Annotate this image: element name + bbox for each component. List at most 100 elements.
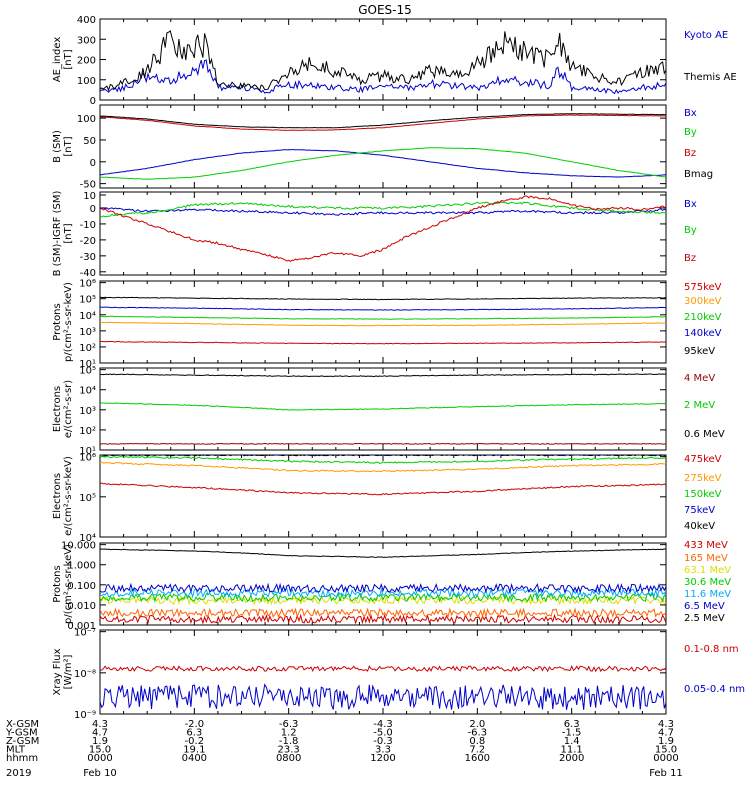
series-line	[100, 373, 666, 378]
y-tick-label: -50	[80, 180, 96, 191]
legend-label: 0.05-0.4 nm	[684, 684, 745, 695]
panel-5: 10¹ 10² 10³ 10⁴ 10⁵ Electronse/(cm²-s-sr) 4 Me…	[52, 366, 725, 457]
series-line	[100, 207, 666, 216]
y-tick-label: 10⁵	[79, 493, 96, 504]
ephemeris-value: 0400	[182, 753, 207, 764]
ephemeris-value: 11.1	[561, 745, 583, 756]
ephemeris-value: -0.3	[373, 736, 393, 747]
legend-label: 4 MeV	[684, 373, 715, 384]
series-line	[100, 201, 666, 218]
ephemeris-row-label: MLT	[6, 745, 26, 756]
ephemeris-value: -6.3	[279, 719, 299, 730]
legend-label: 0.6 MeV	[684, 429, 725, 440]
series-line	[100, 664, 666, 673]
ephemeris-value: 1600	[465, 753, 490, 764]
ephemeris-value: -0.2	[185, 736, 205, 747]
legend-label: Kyoto AE	[684, 30, 728, 41]
y-tick-label: 10¹	[79, 359, 96, 370]
legend-label: 11.6 MeV	[684, 589, 731, 600]
date-start: Feb 10	[83, 768, 117, 779]
series-line	[100, 455, 666, 464]
panel-frame	[99, 629, 667, 715]
legend-label: 575keV	[684, 282, 722, 293]
series-line	[100, 195, 666, 263]
legend-label: By	[684, 225, 697, 236]
series-line	[100, 114, 666, 131]
legend-label: 63.1 MeV	[684, 565, 731, 576]
ephemeris-value: 1.4	[564, 736, 580, 747]
ephemeris-value: 0.8	[469, 736, 485, 747]
series-line	[100, 149, 666, 178]
y-tick-label: 10.000	[61, 541, 96, 552]
y-axis-label: Electronse/(cm²-s-sr)	[52, 380, 74, 438]
ephemeris-value: 4.3	[92, 719, 108, 730]
ephemeris-value: 1200	[370, 753, 395, 764]
y-tick-label: 0.100	[67, 581, 96, 592]
panel-frame	[99, 280, 667, 364]
legend-label: 210keV	[684, 312, 722, 323]
legend-label: Bx	[684, 199, 697, 210]
panel-6: 10⁴ 10⁵ 10⁶ Electronse/(cm²-s-sr-keV) 475keV…	[52, 453, 722, 544]
panel-7: 0.001 0.010 0.100 1.000 10.000Protonsp/(cm²-…	[52, 540, 731, 632]
y-tick-label: 10²	[79, 426, 96, 437]
ephemeris-value: -6.3	[468, 728, 488, 739]
legend-label: Themis AE	[683, 72, 737, 83]
legend-label: 475keV	[684, 454, 722, 465]
ephemeris-value: 1.2	[281, 728, 297, 739]
y-tick-label: 10⁶	[79, 279, 96, 290]
ephemeris-value: 19.1	[183, 745, 205, 756]
y-tick-label: 100	[77, 76, 96, 87]
series-line	[100, 607, 666, 619]
series-line	[100, 296, 666, 301]
ephemeris-row-label: Z-GSM	[6, 736, 39, 747]
y-tick-label: 10⁻⁸	[74, 669, 96, 680]
ephemeris-value: -5.0	[373, 728, 393, 739]
legend-label: By	[684, 127, 697, 138]
y-tick-label: 10⁻⁹	[74, 710, 96, 721]
legend-label: Bmag	[684, 169, 713, 180]
series-line	[100, 482, 666, 496]
plot-title: GOES-15	[358, 3, 412, 17]
panel-4: 10¹ 10² 10³ 10⁴ 10⁵ 10⁶ Protonsp/(cm²-s-sr-keV…	[52, 279, 722, 370]
y-tick-label: 400	[77, 15, 96, 26]
y-tick-label: 10⁴	[79, 533, 96, 544]
series-line	[100, 613, 666, 625]
ephemeris-row-label: X-GSM	[6, 719, 39, 730]
ephemeris-value: 2.0	[469, 719, 485, 730]
ephemeris-value: 0000	[653, 753, 678, 764]
y-tick-label: 50	[83, 136, 96, 147]
series-line	[100, 321, 666, 327]
y-axis-label: Protonsp/(cm²-s-sr-keV)	[52, 544, 74, 624]
legend-label: 300keV	[684, 296, 722, 307]
ephemeris-value: 3.3	[375, 745, 391, 756]
legend-label: 6.5 MeV	[684, 601, 725, 612]
series-line	[100, 113, 666, 129]
panel-frame	[99, 191, 667, 276]
y-tick-label: 0	[90, 96, 96, 107]
y-axis-label: B (SM)[nT]	[52, 130, 74, 163]
legend-label: Bz	[684, 148, 696, 159]
y-tick-label: -30	[80, 252, 96, 263]
series-line	[100, 461, 666, 473]
panel-frame	[99, 18, 667, 101]
ephemeris-value: 23.3	[278, 745, 300, 756]
legend-label: 0.1-0.8 nm	[684, 644, 739, 655]
legend-label: 30.6 MeV	[684, 577, 731, 588]
y-tick-label: 0	[90, 158, 96, 169]
ephemeris-row-label: hhmm	[6, 753, 38, 764]
y-axis-label: Electronse/(cm²-s-sr-keV)	[52, 456, 74, 536]
y-tick-label: 10⁻⁷	[74, 628, 96, 639]
y-tick-label: 10⁵	[79, 366, 96, 377]
y-tick-label: 0.010	[67, 601, 96, 612]
series-line	[100, 455, 666, 457]
y-tick-label: 0	[90, 204, 96, 215]
y-tick-label: 10¹	[79, 446, 96, 457]
y-tick-label: 10³	[79, 406, 96, 417]
legend-label: Bx	[684, 108, 697, 119]
legend-label: 433 MeV	[684, 540, 728, 551]
y-axis-label: Xray Flux[W/m²]	[52, 648, 74, 695]
